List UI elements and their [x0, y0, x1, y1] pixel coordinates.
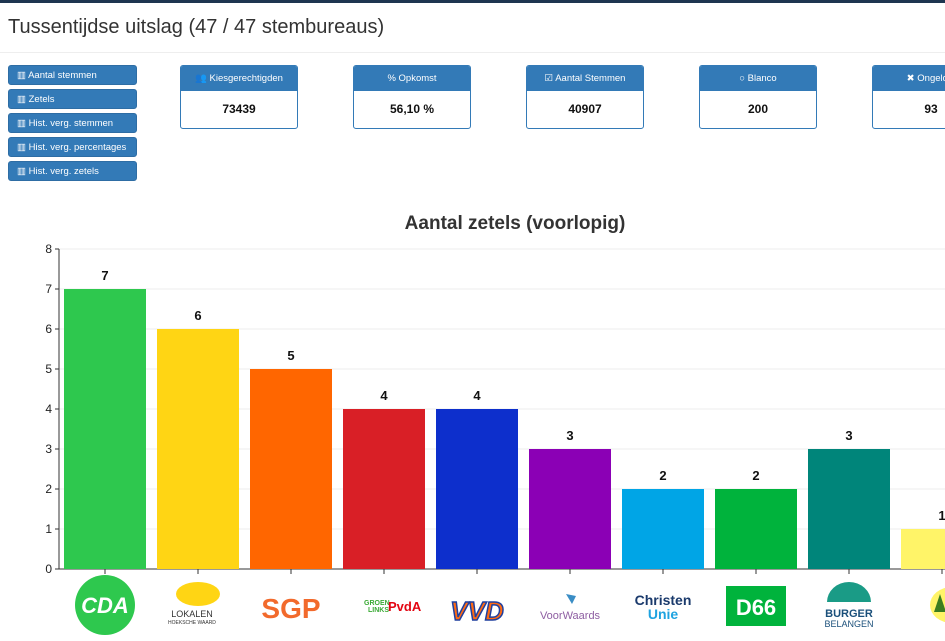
bar-6: [622, 489, 704, 569]
logo-voorwaards: VoorWaards: [540, 594, 601, 622]
stat-card-2: ☑ Aantal Stemmen 40907: [526, 65, 644, 129]
y-tick-label: 6: [45, 322, 52, 336]
logo-sgp: SGP: [261, 593, 320, 624]
svg-text:SGP: SGP: [261, 593, 320, 624]
nav-label: Aantal stemmen: [28, 70, 97, 81]
bar-9: [901, 529, 945, 569]
logo-d66: D66: [726, 586, 786, 626]
bar-2: [250, 369, 332, 569]
svg-text:LINKS: LINKS: [368, 607, 389, 614]
nav-button-2[interactable]: ▥ Hist. verg. stemmen: [8, 113, 137, 133]
chart-title: Aantal zetels (voorlopig): [405, 213, 626, 234]
bar-chart-icon: ▥: [17, 166, 29, 177]
svg-text:Christen: Christen: [635, 592, 692, 608]
circle-icon: ○: [739, 73, 746, 84]
y-tick-label: 0: [45, 562, 52, 576]
bar-chart-icon: ▥: [17, 70, 29, 81]
logo-vvd: VVD: [450, 595, 505, 627]
nav-label: Hist. verg. percentages: [28, 142, 127, 153]
stat-label: Opkomst: [398, 73, 437, 84]
stat-value: 73439: [222, 102, 256, 116]
y-tick-label: 4: [45, 402, 52, 416]
users-icon: 👥: [195, 73, 207, 84]
data-label: 4: [473, 388, 481, 403]
svg-text:BURGER: BURGER: [825, 608, 873, 620]
top-bar: [0, 0, 945, 3]
stat-value: 56,10 %: [389, 102, 435, 116]
data-label: 5: [287, 348, 294, 363]
stat-value: 200: [747, 102, 769, 116]
bar-4: [436, 409, 518, 569]
y-tick-label: 3: [45, 442, 52, 456]
nav-button-0[interactable]: ▥ Aantal stemmen: [8, 65, 137, 85]
divider: [0, 52, 945, 53]
stat-card-1: % Opkomst 56,10 %: [353, 65, 471, 129]
svg-text:LOKALEN: LOKALEN: [171, 609, 213, 619]
data-label: 4: [380, 388, 388, 403]
stat-card-0: 👥 Kiesgerechtigden 73439: [180, 65, 298, 129]
times-icon: ✖: [906, 73, 915, 84]
y-tick-label: 7: [45, 282, 52, 296]
svg-text:GROEN: GROEN: [364, 600, 390, 607]
nav-button-3[interactable]: ▥ Hist. verg. percentages: [8, 137, 137, 157]
data-label: 2: [659, 468, 666, 483]
bar-0: [64, 289, 146, 569]
svg-text:CDA: CDA: [81, 593, 129, 618]
y-tick-label: 1: [45, 522, 52, 536]
stat-value: 93: [924, 102, 938, 116]
stat-card-header: 👥 Kiesgerechtigden: [181, 66, 297, 91]
stat-label: Aantal Stemmen: [555, 73, 626, 84]
svg-text:PvdA: PvdA: [388, 599, 422, 614]
stat-card-header: ✖ Ongeldig: [873, 66, 945, 91]
svg-text:D66: D66: [736, 595, 776, 620]
y-tick-label: 8: [45, 242, 52, 256]
bar-7: [715, 489, 797, 569]
data-label: 3: [566, 428, 573, 443]
data-label: 1: [938, 508, 945, 523]
stat-card-3: ○ Blanco 200: [699, 65, 817, 129]
bar-chart-icon: ▥: [17, 118, 29, 129]
nav-button-1[interactable]: ▥ Zetels: [8, 89, 137, 109]
nav-button-4[interactable]: ▥ Hist. verg. zetels: [8, 161, 137, 181]
svg-text:Unie: Unie: [648, 606, 679, 622]
stat-card-header: ○ Blanco: [700, 66, 816, 91]
svg-text:VVD: VVD: [450, 596, 504, 626]
logo-partial: [930, 587, 945, 623]
stat-label: Blanco: [747, 73, 777, 84]
data-label: 3: [845, 428, 852, 443]
bar-chart-icon: ▥: [17, 142, 29, 153]
svg-text:HOEKSCHE WAARD: HOEKSCHE WAARD: [168, 620, 216, 626]
bar-chart-icon: ▥: [17, 94, 29, 105]
data-label: 2: [752, 468, 759, 483]
stat-card-4: ✖ Ongeldig 93: [872, 65, 945, 129]
stat-card-header: % Opkomst: [354, 66, 470, 91]
nav-label: Hist. verg. stemmen: [28, 118, 114, 129]
y-tick-label: 2: [45, 482, 52, 496]
y-tick-label: 5: [45, 362, 52, 376]
stat-label: Kiesgerechtigden: [209, 73, 283, 84]
percent-icon: %: [387, 73, 396, 84]
svg-text:VoorWaards: VoorWaards: [540, 610, 601, 622]
bar-5: [529, 449, 611, 569]
bar-1: [157, 329, 239, 569]
stat-value: 40907: [568, 102, 602, 116]
stat-label: Ongeldig: [917, 73, 945, 84]
check-square-icon: ☑: [544, 73, 554, 84]
logo-cda: CDA: [75, 575, 135, 635]
bar-8: [808, 449, 890, 569]
data-label: 7: [101, 268, 108, 283]
data-label: 6: [194, 308, 201, 323]
nav-label: Zetels: [28, 94, 55, 105]
bar-3: [343, 409, 425, 569]
page-title: Tussentijdse uitslag (47 / 47 stembureau…: [8, 16, 385, 38]
nav-label: Hist. verg. zetels: [28, 166, 99, 177]
stat-card-header: ☑ Aantal Stemmen: [527, 66, 643, 91]
svg-text:BELANGEN: BELANGEN: [824, 619, 873, 629]
